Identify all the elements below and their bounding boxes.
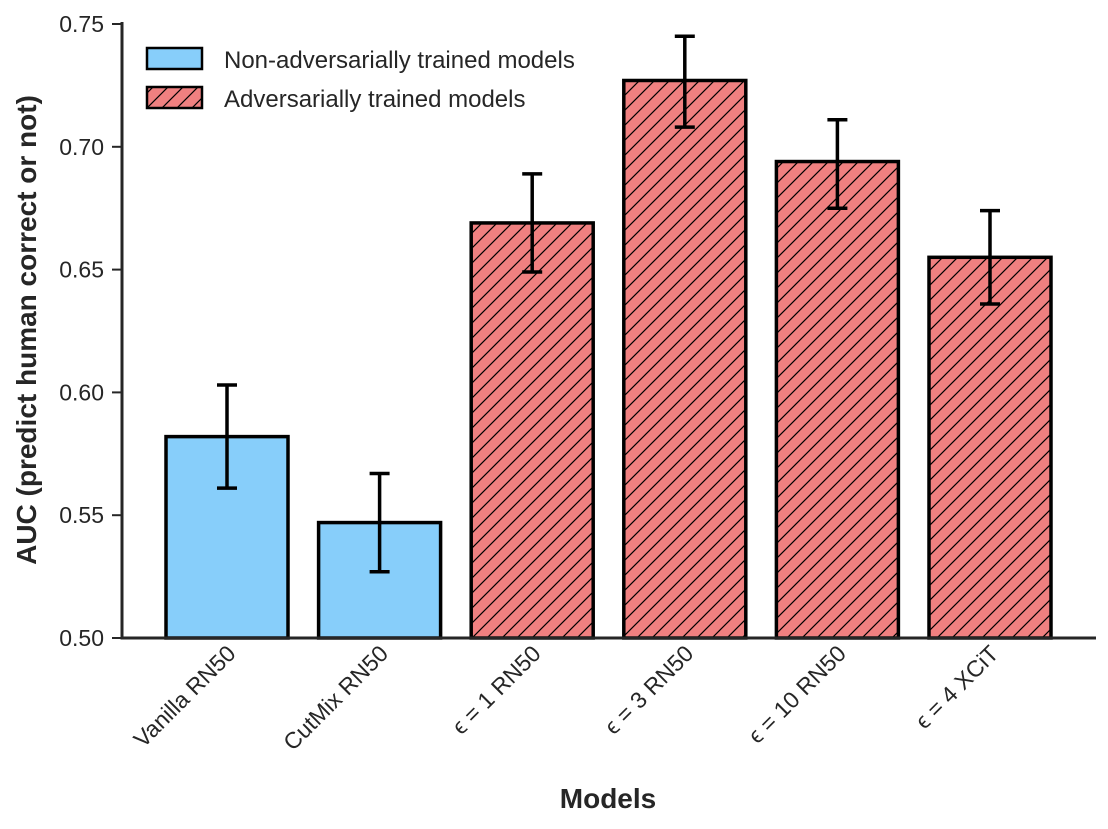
y-tick-label: 0.55	[59, 502, 104, 528]
bar	[774, 159, 901, 640]
legend-swatch-non-adversarial	[145, 46, 204, 71]
y-tick-label: 0.50	[59, 625, 104, 651]
x-tick-label: CutMix RN50	[278, 640, 393, 755]
x-category-labels: Vanilla RN50 CutMix RN50 ϵ = 1 RN50 ϵ = 3 R…	[128, 640, 1003, 755]
y-tick-label: 0.75	[59, 11, 104, 37]
bar	[927, 255, 1053, 640]
legend-label-adversarial: Adversarially trained models	[224, 86, 525, 113]
y-ticks: 0.50 0.55 0.60 0.65 0.70 0.75	[59, 11, 122, 651]
x-tick-label: ϵ = 10 RN50	[743, 640, 851, 748]
legend-label-non-adversarial: Non-adversarially trained models	[224, 47, 575, 74]
x-tick-label: ϵ = 1 RN50	[446, 640, 545, 739]
bars-layer	[164, 78, 1053, 640]
y-tick-label: 0.60	[59, 379, 104, 405]
x-tick-label: ϵ = 4 XCiT	[910, 640, 1004, 734]
x-tick-label: ϵ = 3 RN50	[599, 640, 698, 739]
legend-swatch-adversarial	[145, 85, 204, 110]
error-bars-layer	[217, 34, 1000, 574]
y-axis-title: AUC (predict human correct or not)	[11, 95, 42, 565]
y-tick-label: 0.65	[59, 257, 104, 283]
y-tick-label: 0.70	[59, 134, 104, 160]
bar	[469, 221, 595, 640]
x-tick-label: Vanilla RN50	[128, 640, 240, 752]
legend: Non-adversarially trained models Adversa…	[145, 46, 575, 113]
x-axis-title: Models	[560, 783, 656, 814]
bar	[622, 78, 748, 640]
